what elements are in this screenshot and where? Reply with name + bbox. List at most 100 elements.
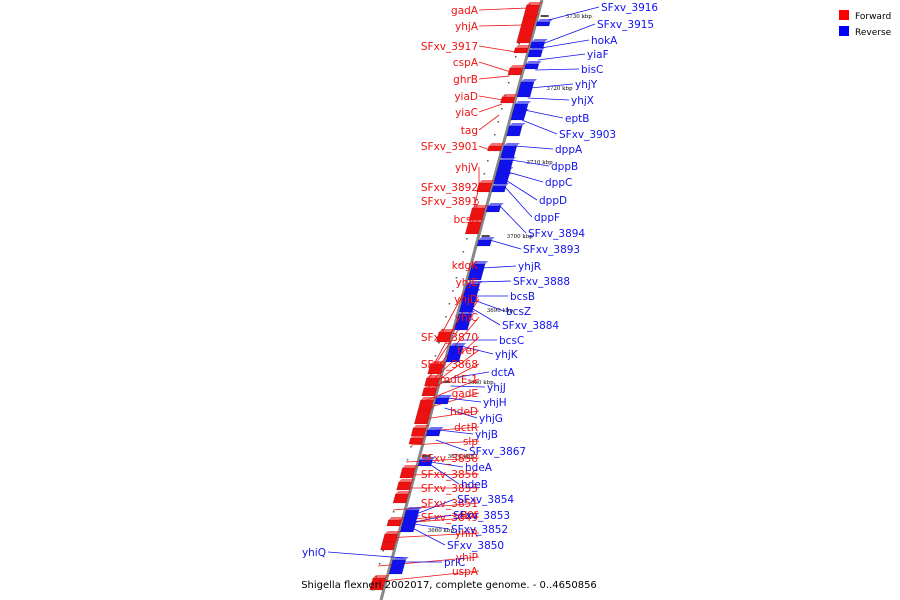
tick-label: 3700 kbp [507,234,534,240]
gene-label-sfxv-3854: SFxv_3854 [457,494,514,506]
forward-feature-top [472,205,489,208]
gene-label-hdeb: hdeB [461,479,488,491]
leader-line-reverse [415,498,456,515]
tick-label: 3660 kbp [428,528,455,534]
tick-label: 3690 kbp [487,308,514,314]
gene-label-sfxv-3868: SFxv_3868 [421,359,478,371]
reverse-feature-top [531,39,548,42]
forward-feature-top [402,465,419,468]
sequence-dot [518,43,520,45]
forward-feature-top [372,575,389,578]
sequence-dot [494,134,496,136]
forward-feature-top [398,479,415,482]
leader-line-reverse [447,397,482,403]
reverse-feature-top [478,237,495,240]
gene-label-yhjg: yhjG [479,413,503,425]
gene-label-yhjd: yhjD [454,294,478,306]
leader-line-reverse [503,185,533,218]
reverse-feature [506,125,523,137]
leader-line-forward [478,61,511,73]
sequence-dot [462,251,465,253]
reverse-feature-top [503,143,520,146]
forward-feature [410,427,427,437]
leader-line-forward [402,473,480,476]
gene-label-sfxv-3915: SFxv_3915 [597,19,654,31]
gene-label-dppa: dppA [555,144,583,156]
leader-line-reverse [505,179,538,201]
reverse-feature-top [525,61,542,64]
forward-feature-top [423,385,440,388]
reverse-feature [434,397,450,405]
sequence-dot [507,82,510,84]
genome-caption: Shigella flexneri 2002017, complete geno… [301,580,597,591]
gene-label-cspa: cspA [453,57,479,69]
gene-labels: gadA yhjA SFxv_3917 cspA ghrB yiaD yiaC tag SFxv… [302,2,658,578]
gene-label-uspa: uspA [452,566,479,578]
sequence-dot [501,108,503,110]
forward-feature-top [478,180,495,183]
reverse-feature-top [392,557,409,560]
gene-label-sfxv-3850: SFxv_3850 [447,540,504,552]
reverse-feature [491,185,507,193]
forward-feature [513,47,529,54]
reverse-feature-top [466,281,483,284]
gene-label-tag: tag [461,125,478,137]
leader-line-reverse [438,429,474,435]
forward-feature-top [388,517,405,520]
legend-swatch-forward [839,10,849,20]
forward-feature [386,519,402,527]
leader-line-reverse [482,265,517,269]
gene-label-hded: hdeD [450,406,478,418]
gene-label-dppd: dppD [539,195,567,207]
gene-label-yhiq: yhiQ [302,547,326,559]
forward-feature [421,387,438,397]
forward-feature [396,481,412,491]
sequence-dot [445,316,447,318]
gene-label-yhjx: yhjX [571,95,594,107]
gene-label-sfxv-3855: SFxv_3855 [421,483,478,495]
forward-feature [500,96,516,104]
forward-feature [476,182,493,193]
sequence-dot [438,342,440,344]
reverse-feature-top [462,297,479,300]
gene-label-sfxv-3888: SFxv_3888 [513,276,570,288]
sequence-dot [455,277,458,279]
forward-feature-top [523,14,540,17]
gene-label-dppb: dppB [551,161,578,173]
reverse-feature-top [402,521,419,524]
leader-line-forward [373,570,480,583]
reverse-feature-top [472,261,489,264]
forward-feature-top [382,539,399,542]
leader-line-reverse [444,407,478,419]
leader-line-reverse [489,239,522,250]
leader-line-reverse [548,6,600,21]
sequence-dot [448,303,451,305]
leader-line-reverse [471,307,501,326]
reverse-feature-top [515,101,532,104]
gene-label-sfxv-3893: SFxv_3893 [523,244,580,256]
forward-feature-top [410,435,427,438]
gene-label-bcse: bcsE [453,214,478,226]
reverse-feature [535,21,551,27]
tick-label: 3730 kbp [566,14,593,20]
sequence-dot [382,550,384,552]
leader-line-forward [406,457,480,463]
gene-label-kdgk: kdgK [452,260,479,272]
leader-line-reverse [498,204,527,234]
gene-label-gor: gor [461,508,479,520]
legend-swatch-reverse [839,26,849,36]
sequence-dot [497,121,500,123]
gene-label-yhje: yhjE [456,277,478,289]
gene-label-yhir: yhiR [455,528,478,540]
reverse-feature [524,63,540,70]
sequence-dot [392,511,395,513]
gene-label-sfxv-3856: SFxv_3856 [421,469,478,481]
sequence-dot [466,238,468,240]
leader-line-reverse [527,97,570,101]
legend-label-reverse: Reverse [855,28,892,38]
gene-label-dcta: dctA [491,367,516,379]
forward-feature-top [430,361,447,364]
reverse-feature-top [464,289,481,292]
leader-line-reverse [507,171,544,183]
